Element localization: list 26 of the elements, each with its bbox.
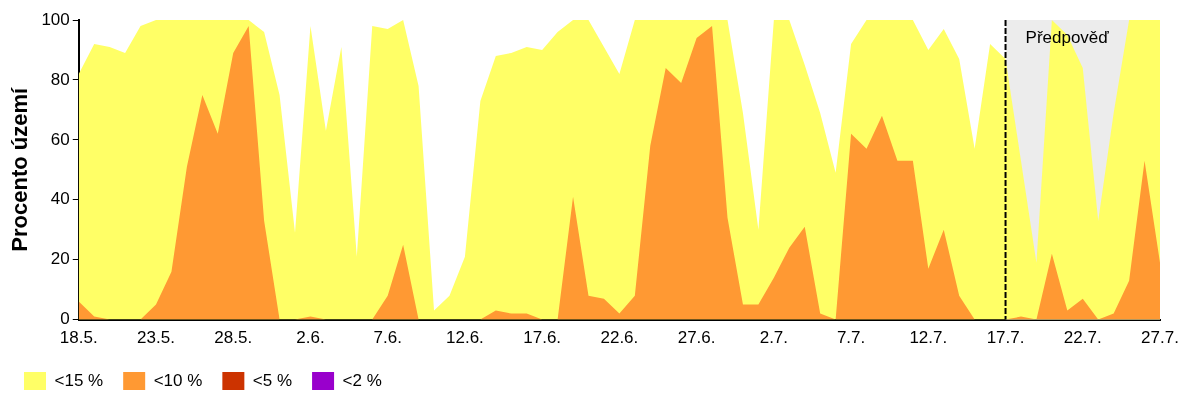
x-tick-label: 27.7. [1141,328,1179,348]
y-tick-label: 0 [60,309,70,329]
x-tick-label: 28.5. [214,328,253,348]
legend-label: <15 % [54,370,104,390]
x-tick-label: 7.6. [373,328,402,348]
x-tick-label: 17.7. [986,328,1025,348]
x-tick-label: 27.6. [677,328,716,348]
x-tick-label: 12.6. [446,328,484,348]
legend-label: <10 % [153,370,203,390]
x-tick-label: 2.6. [296,328,325,348]
x-tick-label: 23.5. [137,328,175,348]
y-tick-label: 20 [50,249,70,269]
legend-label: <2 % [342,370,382,390]
x-tick-label: 12.7. [909,328,948,348]
y-tick-label: 40 [50,189,70,209]
x-tick-label: 22.6. [600,328,639,348]
x-tick-label: 2.7. [759,328,789,348]
x-tick-label: 22.7. [1063,328,1102,348]
y-tick-label: 60 [50,129,70,149]
x-tick-label: 17.6. [523,328,562,348]
x-tick-label: 18.5. [59,328,98,348]
legend-label: <5 % [252,370,293,390]
y-tick-label: 80 [50,69,70,89]
y-tick-label: 100 [41,9,70,29]
x-tick-label: 7.7. [836,328,866,348]
y-axis-title: Procento území [7,87,33,252]
